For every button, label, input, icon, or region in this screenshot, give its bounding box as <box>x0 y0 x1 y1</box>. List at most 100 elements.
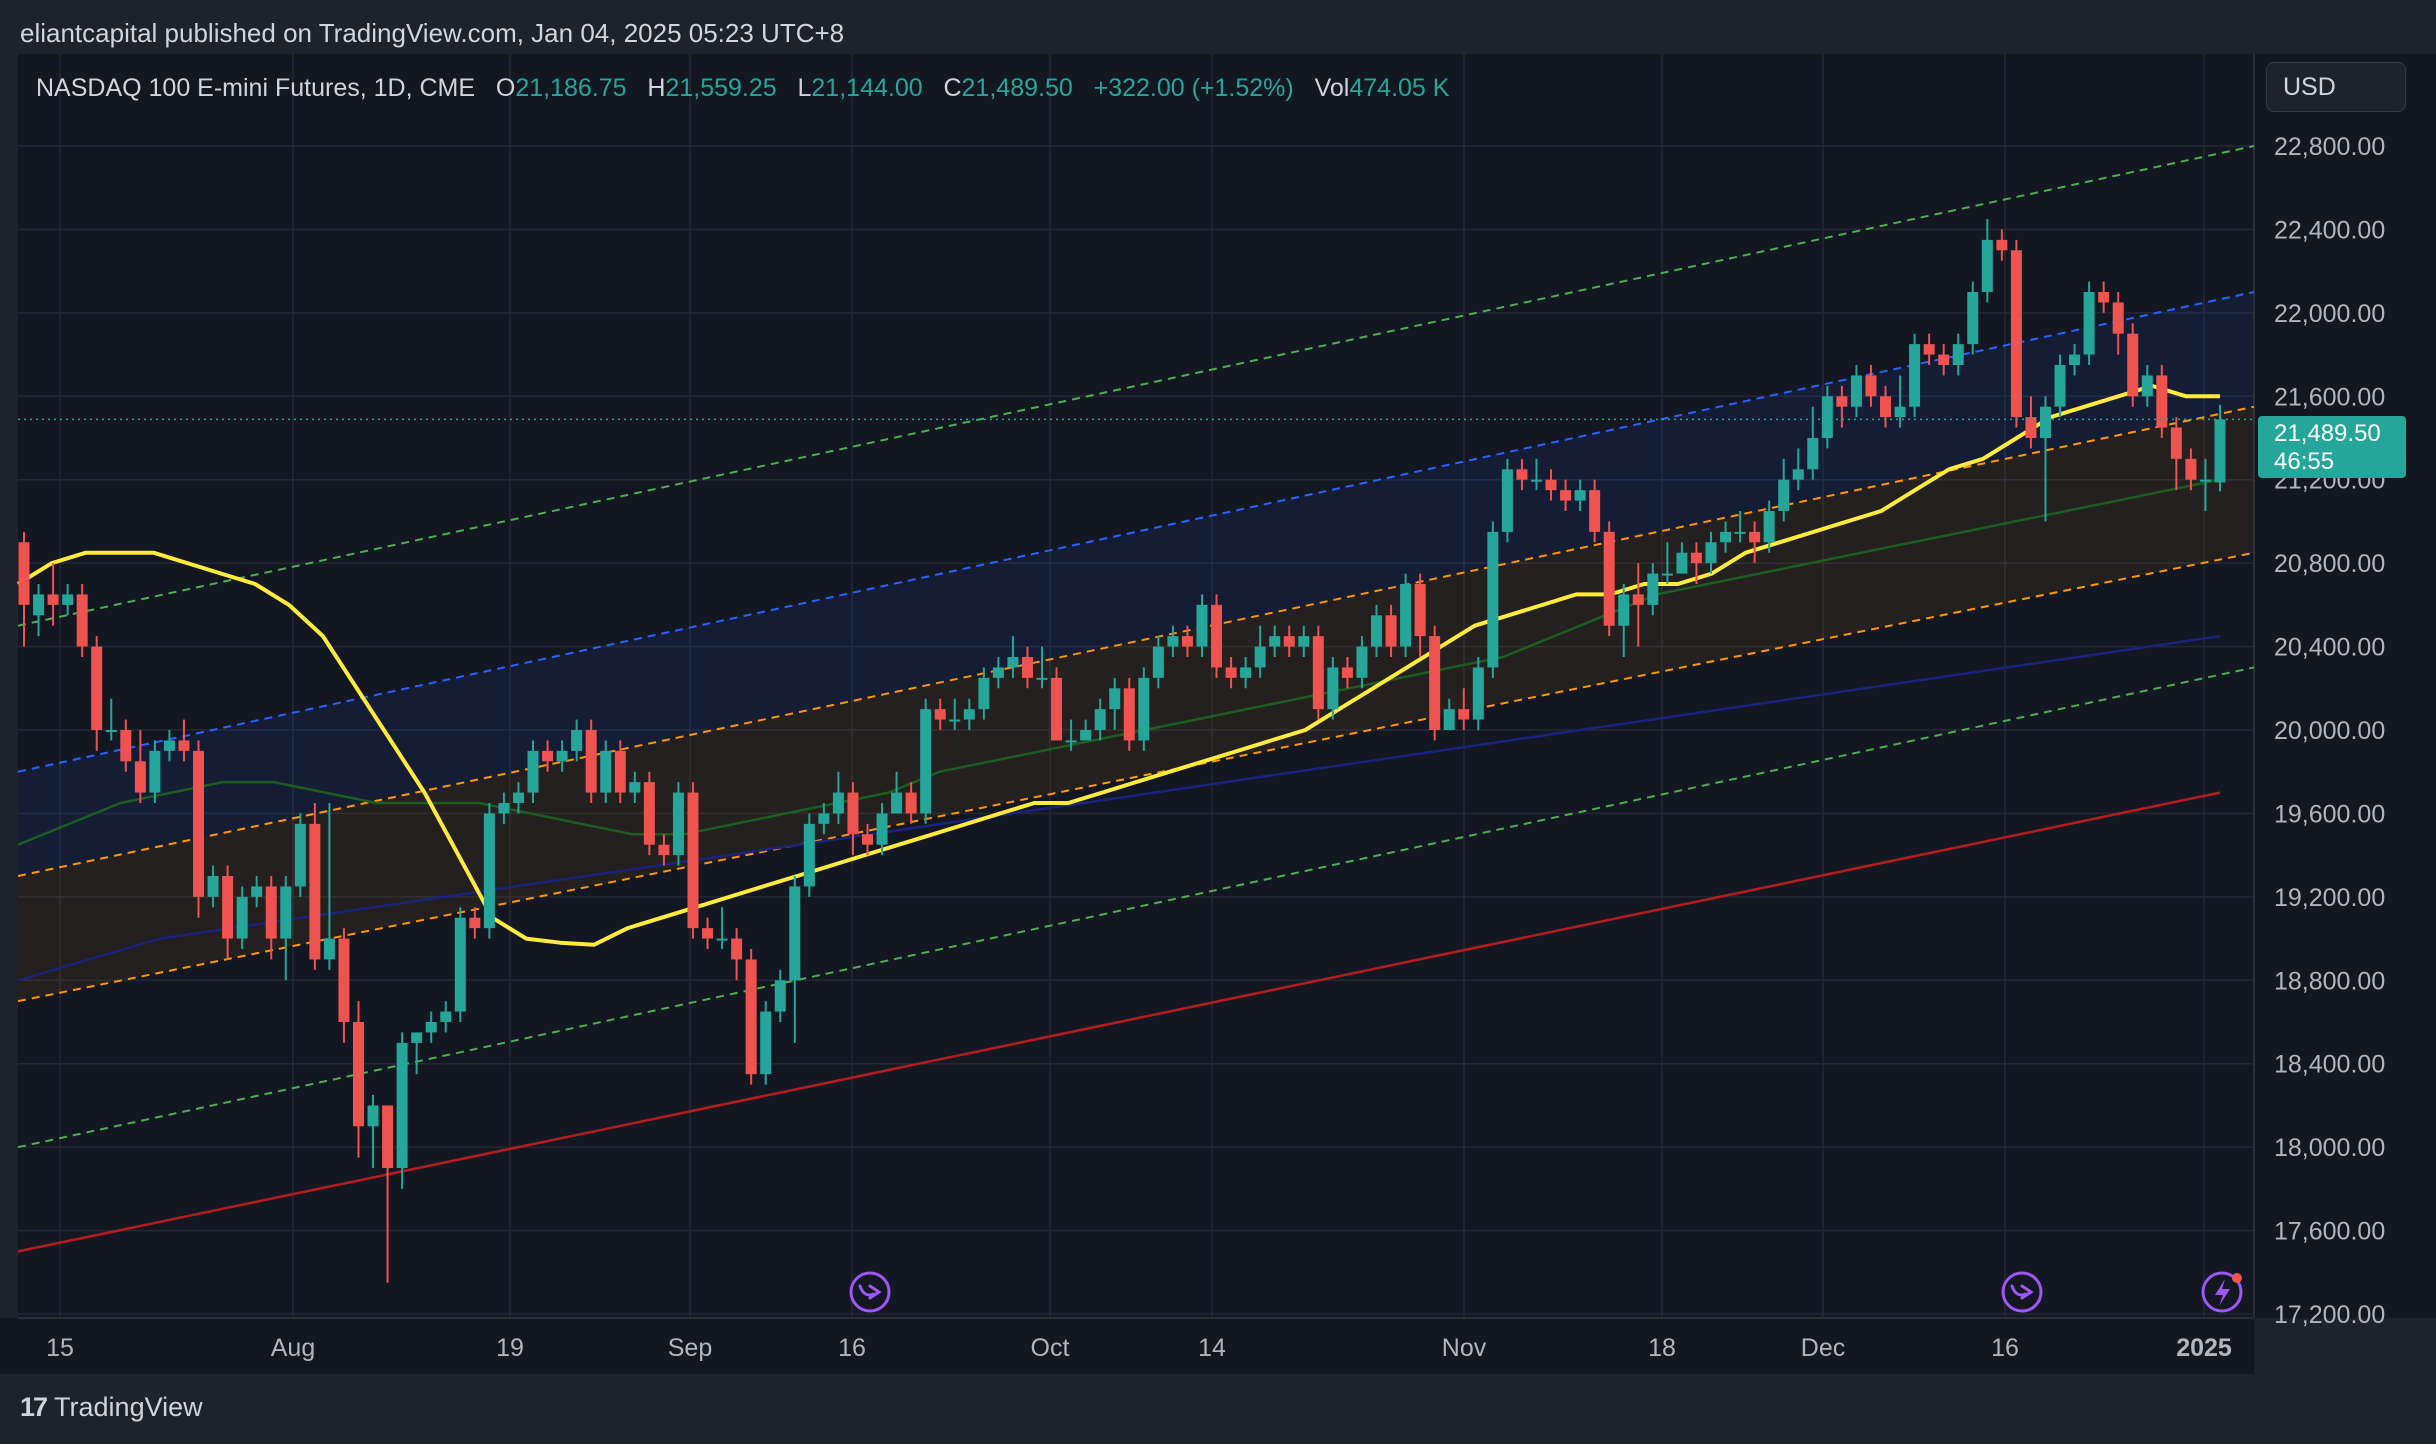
candle-body[interactable] <box>1676 552 1688 574</box>
candle-body[interactable] <box>1618 594 1630 626</box>
candle-body[interactable] <box>992 667 1004 678</box>
candle-body[interactable] <box>1356 646 1368 678</box>
candle-body[interactable] <box>891 792 903 814</box>
candle-body[interactable] <box>1400 584 1412 647</box>
candle-body[interactable] <box>1516 469 1528 480</box>
candle-body[interactable] <box>1894 406 1906 418</box>
candle-body[interactable] <box>1720 531 1732 543</box>
candle-body[interactable] <box>745 959 757 1075</box>
candle-body[interactable] <box>1545 479 1557 491</box>
candle-body[interactable] <box>1327 667 1339 710</box>
candle-body[interactable] <box>1967 292 1979 345</box>
candle-body[interactable] <box>1443 709 1455 730</box>
candle-body[interactable] <box>1880 396 1892 418</box>
candle-body[interactable] <box>1123 688 1135 741</box>
candle-body[interactable] <box>1923 344 1935 355</box>
candle-body[interactable] <box>236 896 248 939</box>
candle-body[interactable] <box>1152 646 1164 678</box>
candle-body[interactable] <box>469 917 481 929</box>
candle-body[interactable] <box>91 646 103 730</box>
candle-body[interactable] <box>2069 354 2081 365</box>
candle-body[interactable] <box>309 823 321 960</box>
candle-body[interactable] <box>207 876 219 897</box>
candle-body[interactable] <box>1996 239 2008 251</box>
candle-body[interactable] <box>934 709 946 720</box>
candle-body[interactable] <box>629 782 641 793</box>
candle-body[interactable] <box>18 542 30 605</box>
candle-body[interactable] <box>1414 584 1426 637</box>
candle-body[interactable] <box>1763 511 1775 543</box>
candle-body[interactable] <box>1821 396 1833 438</box>
candle-body[interactable] <box>265 886 277 939</box>
candle-body[interactable] <box>1167 636 1179 647</box>
candle-body[interactable] <box>454 917 466 1012</box>
candle-body[interactable] <box>62 594 74 605</box>
candle-body[interactable] <box>382 1105 394 1168</box>
candle-body[interactable] <box>1865 375 1877 397</box>
candle-body[interactable] <box>1065 740 1077 743</box>
candle-body[interactable] <box>1661 573 1673 576</box>
candle-body[interactable] <box>876 813 888 845</box>
candle-body[interactable] <box>847 792 859 835</box>
candle-body[interactable] <box>2054 365 2066 407</box>
candle-body[interactable] <box>658 844 670 856</box>
candle-body[interactable] <box>920 709 932 814</box>
candle-body[interactable] <box>1283 636 1295 647</box>
candle-body[interactable] <box>498 803 510 814</box>
candle-body[interactable] <box>1501 469 1513 532</box>
candle-body[interactable] <box>1094 709 1106 730</box>
candle-body[interactable] <box>2141 375 2153 397</box>
candle-body[interactable] <box>1589 490 1601 532</box>
candle-body[interactable] <box>47 594 59 605</box>
candle-body[interactable] <box>280 886 292 939</box>
event-arrow-icon[interactable] <box>2001 1271 2043 1313</box>
candle-body[interactable] <box>105 730 117 732</box>
candle-body[interactable] <box>687 792 699 929</box>
candle-body[interactable] <box>1778 479 1790 511</box>
candle-body[interactable] <box>149 750 161 793</box>
candle-body[interactable] <box>76 594 88 647</box>
candle-body[interactable] <box>323 938 335 960</box>
candle-body[interactable] <box>1211 604 1223 668</box>
candle-body[interactable] <box>1312 636 1324 710</box>
candle-body[interactable] <box>1603 531 1615 626</box>
candle-body[interactable] <box>2156 375 2168 428</box>
price-axis-background[interactable] <box>2254 54 2436 1318</box>
candle-body[interactable] <box>512 792 524 803</box>
candle-body[interactable] <box>803 823 815 887</box>
candle-body[interactable] <box>527 750 539 793</box>
candle-body[interactable] <box>120 730 132 762</box>
candle-body[interactable] <box>2010 250 2022 418</box>
candle-body[interactable] <box>1574 490 1586 501</box>
candle-body[interactable] <box>294 823 306 887</box>
candle-body[interactable] <box>2199 479 2211 482</box>
candle-body[interactable] <box>1705 542 1717 564</box>
candle-body[interactable] <box>1690 552 1702 564</box>
candle-body[interactable] <box>1341 667 1353 678</box>
candle-body[interactable] <box>818 813 830 824</box>
candle-body[interactable] <box>440 1011 452 1022</box>
candle-body[interactable] <box>1429 636 1441 730</box>
candle-body[interactable] <box>556 750 568 762</box>
candle-body[interactable] <box>716 938 728 941</box>
candle-body[interactable] <box>1240 667 1252 678</box>
candle-body[interactable] <box>1371 615 1383 647</box>
candle-body[interactable] <box>222 876 234 939</box>
candle-body[interactable] <box>134 761 146 793</box>
candle-body[interactable] <box>2214 419 2226 483</box>
candle-body[interactable] <box>193 750 205 897</box>
candle-body[interactable] <box>1181 636 1193 647</box>
candle-body[interactable] <box>2170 427 2182 459</box>
price-chart[interactable]: 22,800.0022,400.0022,000.0021,600.0021,2… <box>0 54 2436 1374</box>
candle-body[interactable] <box>1734 531 1746 534</box>
candle-body[interactable] <box>1632 594 1644 605</box>
candle-body[interactable] <box>338 938 350 1022</box>
candle-body[interactable] <box>614 750 626 793</box>
candle-body[interactable] <box>1560 490 1572 501</box>
candle-body[interactable] <box>702 928 714 939</box>
candle-body[interactable] <box>2083 292 2095 355</box>
candle-body[interactable] <box>1850 375 1862 407</box>
candle-body[interactable] <box>2039 406 2051 438</box>
candle-body[interactable] <box>542 750 554 762</box>
candle-body[interactable] <box>1225 667 1237 678</box>
